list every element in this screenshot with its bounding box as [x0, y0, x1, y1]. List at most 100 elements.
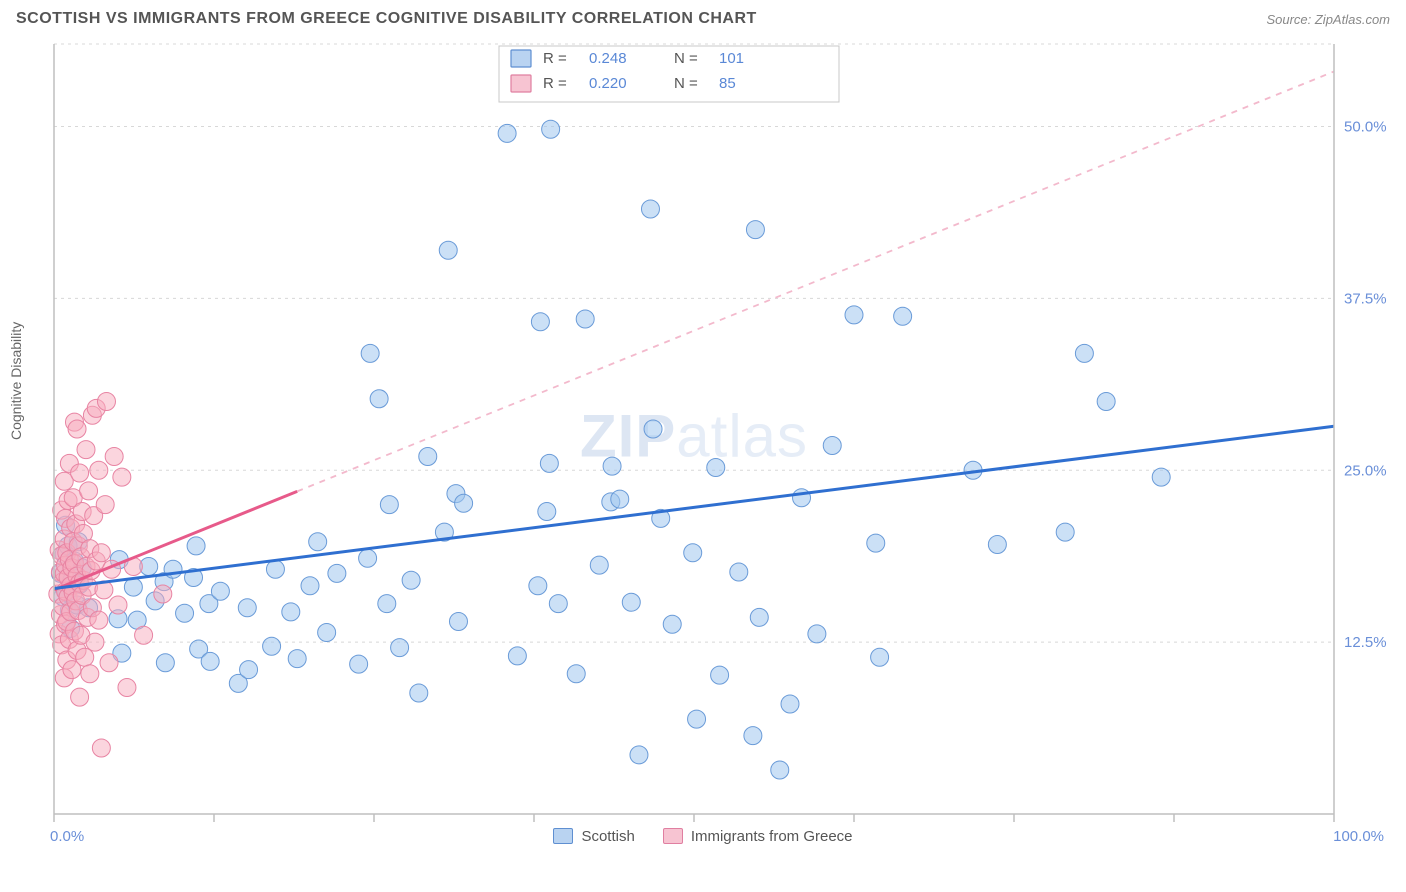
data-point — [663, 615, 681, 633]
data-point — [823, 437, 841, 455]
data-point — [750, 608, 768, 626]
data-point — [97, 393, 115, 411]
data-point — [282, 603, 300, 621]
data-point — [508, 647, 526, 665]
data-point — [318, 624, 336, 642]
data-point — [301, 577, 319, 595]
data-point — [603, 457, 621, 475]
data-point — [684, 544, 702, 562]
data-point — [378, 595, 396, 613]
data-point — [68, 420, 86, 438]
legend-item: Immigrants from Greece — [663, 828, 853, 845]
data-point — [81, 665, 99, 683]
data-point — [744, 727, 762, 745]
data-point — [187, 537, 205, 555]
data-point — [76, 648, 94, 666]
data-point — [350, 655, 368, 673]
data-point — [402, 571, 420, 589]
data-point — [288, 650, 306, 668]
data-point — [113, 468, 131, 486]
data-point — [361, 344, 379, 362]
data-point — [707, 459, 725, 477]
data-point — [730, 563, 748, 581]
chart-container: ZIPatlas25.0%50.0%12.5%37.5%R =0.248N =1… — [44, 34, 1390, 824]
data-point — [711, 666, 729, 684]
data-point — [100, 654, 118, 672]
y-axis-label: Cognitive Disability — [8, 322, 24, 440]
legend-bottom: Scottish Immigrants from Greece — [0, 828, 1406, 845]
data-point — [86, 633, 104, 651]
data-point — [781, 695, 799, 713]
data-point — [266, 560, 284, 578]
r-value: 0.248 — [589, 50, 627, 67]
data-point — [96, 496, 114, 514]
data-point — [538, 503, 556, 521]
data-point — [641, 200, 659, 218]
svg-text:R =: R = — [543, 50, 567, 67]
x-tick-label: 0.0% — [50, 828, 84, 845]
n-value: 85 — [719, 75, 736, 92]
data-point — [1075, 344, 1093, 362]
y-tick-label: 25.0% — [1344, 462, 1387, 479]
data-point — [542, 120, 560, 138]
data-point — [92, 544, 110, 562]
legend-swatch — [663, 828, 683, 844]
data-point — [688, 710, 706, 728]
data-point — [1056, 523, 1074, 541]
y-tick-label: 37.5% — [1344, 290, 1387, 307]
data-point — [92, 739, 110, 757]
data-point — [531, 313, 549, 331]
data-point — [391, 639, 409, 657]
data-point — [90, 611, 108, 629]
data-point — [808, 625, 826, 643]
data-point — [455, 494, 473, 512]
svg-text:R =: R = — [543, 75, 567, 92]
svg-text:N =: N = — [674, 75, 698, 92]
data-point — [988, 536, 1006, 554]
data-point — [1152, 468, 1170, 486]
data-point — [498, 124, 516, 142]
data-point — [871, 648, 889, 666]
data-point — [540, 454, 558, 472]
data-point — [419, 448, 437, 466]
data-point — [567, 665, 585, 683]
data-point — [359, 549, 377, 567]
regression-extrapolation — [297, 72, 1334, 492]
data-point — [240, 661, 258, 679]
data-point — [154, 585, 172, 603]
data-point — [611, 490, 629, 508]
data-point — [80, 482, 98, 500]
data-point — [894, 307, 912, 325]
y-tick-label: 12.5% — [1344, 634, 1387, 651]
data-point — [156, 654, 174, 672]
data-point — [77, 441, 95, 459]
legend-item: Scottish — [553, 828, 634, 845]
data-point — [263, 637, 281, 655]
data-point — [380, 496, 398, 514]
y-tick-label: 50.0% — [1344, 119, 1387, 136]
data-point — [410, 684, 428, 702]
data-point — [124, 578, 142, 596]
data-point — [771, 761, 789, 779]
data-point — [630, 746, 648, 764]
n-value: 101 — [719, 50, 744, 67]
r-value: 0.220 — [589, 75, 627, 92]
data-point — [576, 310, 594, 328]
scatter-chart: ZIPatlas25.0%50.0%12.5%37.5%R =0.248N =1… — [44, 34, 1390, 824]
source-label: Source: ZipAtlas.com — [1266, 12, 1390, 27]
data-point — [309, 533, 327, 551]
data-point — [867, 534, 885, 552]
data-point — [201, 652, 219, 670]
data-point — [238, 599, 256, 617]
data-point — [529, 577, 547, 595]
data-point — [439, 241, 457, 259]
data-point — [71, 464, 89, 482]
svg-text:N =: N = — [674, 50, 698, 67]
data-point — [109, 596, 127, 614]
data-point — [845, 306, 863, 324]
data-point — [105, 448, 123, 466]
data-point — [622, 593, 640, 611]
data-point — [211, 582, 229, 600]
legend-swatch — [553, 828, 573, 844]
x-tick-label: 100.0% — [1333, 828, 1384, 845]
